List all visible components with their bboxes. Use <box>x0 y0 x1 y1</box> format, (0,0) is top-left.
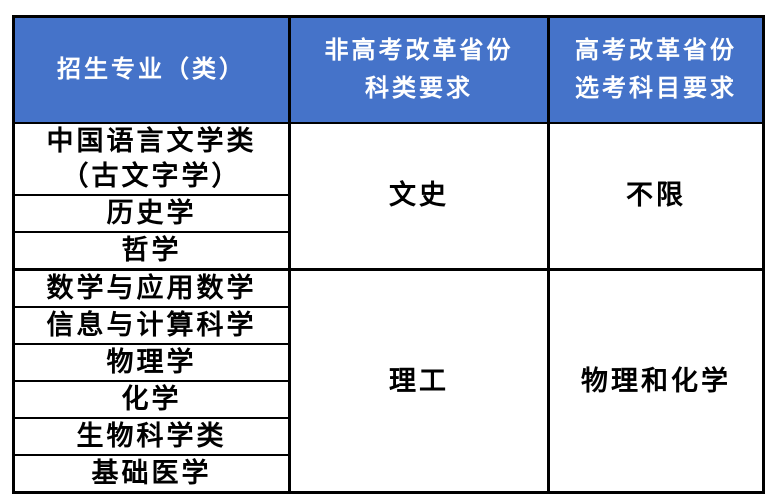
table-body: 中国语言文学类 （古文字学） 文史 不限 历史学 哲学 数学与应用数学 理工 物… <box>12 121 765 494</box>
table-row: 基础医学 <box>12 454 764 494</box>
major-cell: 生物科学类 <box>12 417 291 457</box>
table-row: 生物科学类 <box>12 417 764 457</box>
admission-requirements-table: 招生专业（类） 非高考改革省份 科类要求 高考改革省份 选考科目要求 中国语言文… <box>12 15 765 495</box>
subjects-cell-group2: 物理和化学 <box>547 267 765 494</box>
subjects-cell-group1: 不限 <box>547 121 765 271</box>
header-cell-major: 招生专业（类） <box>12 15 291 124</box>
table-header: 招生专业（类） 非高考改革省份 科类要求 高考改革省份 选考科目要求 <box>12 15 765 124</box>
table-row: 历史学 <box>12 193 764 233</box>
header-cell-non-reform-requirement: 非高考改革省份 科类要求 <box>288 15 550 124</box>
major-cell: 哲学 <box>12 230 291 271</box>
header-row: 招生专业（类） 非高考改革省份 科类要求 高考改革省份 选考科目要求 <box>12 15 765 124</box>
major-cell: 基础医学 <box>12 454 291 494</box>
major-cell: 信息与计算科学 <box>12 305 291 346</box>
table-row: 化学 <box>12 380 764 420</box>
header-cell-reform-requirement: 高考改革省份 选考科目要求 <box>547 15 765 124</box>
major-cell: 物理学 <box>12 343 291 383</box>
major-cell: 化学 <box>12 380 291 420</box>
category-cell-group2: 理工 <box>288 267 550 494</box>
table-row: 物理学 <box>12 343 764 383</box>
admission-requirements-table-wrapper: 招生专业（类） 非高考改革省份 科类要求 高考改革省份 选考科目要求 中国语言文… <box>12 15 765 495</box>
table-row: 中国语言文学类 （古文字学） 文史 不限 <box>12 121 765 271</box>
table-row: 信息与计算科学 <box>12 305 764 346</box>
table-row: 数学与应用数学 理工 物理和化学 <box>12 267 765 494</box>
table-row: 哲学 <box>12 230 764 271</box>
major-cell: 中国语言文学类 （古文字学） <box>12 121 291 196</box>
major-cell: 数学与应用数学 <box>12 267 291 308</box>
major-cell: 历史学 <box>12 193 291 233</box>
category-cell-group1: 文史 <box>288 121 550 271</box>
